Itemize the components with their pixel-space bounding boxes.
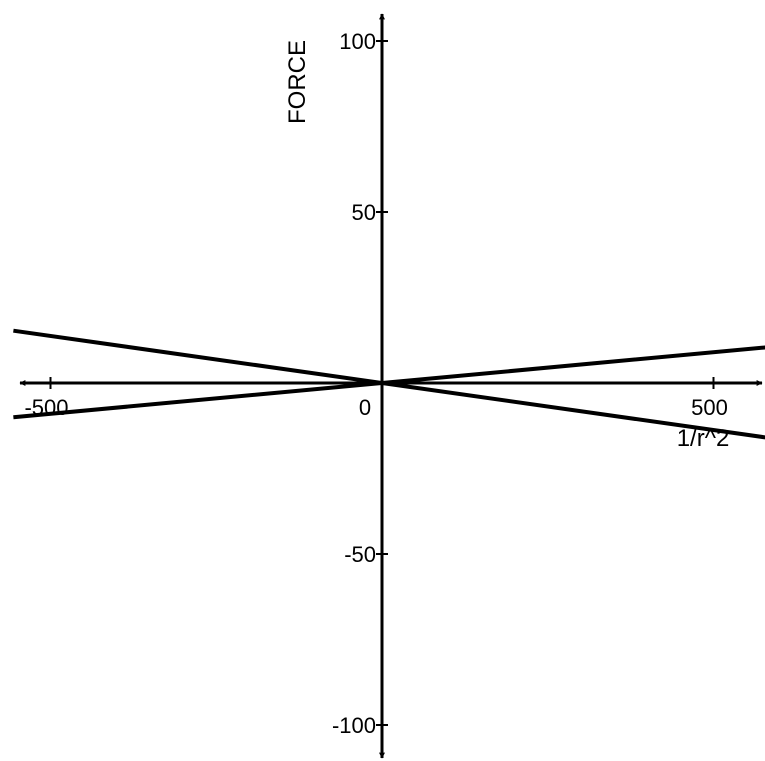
x-axis-label: 1/r^2 <box>677 425 730 452</box>
y-tick-label: -50 <box>344 542 376 567</box>
y-tick-label: 100 <box>339 29 376 54</box>
series-line-2 <box>13 345 765 420</box>
y-tick-label: 50 <box>352 200 376 225</box>
x-tick-label: 500 <box>691 395 728 420</box>
y-axis-label: FORCE <box>284 40 311 124</box>
y-tick-label: -100 <box>332 713 376 738</box>
x-tick-label: 0 <box>359 395 371 420</box>
